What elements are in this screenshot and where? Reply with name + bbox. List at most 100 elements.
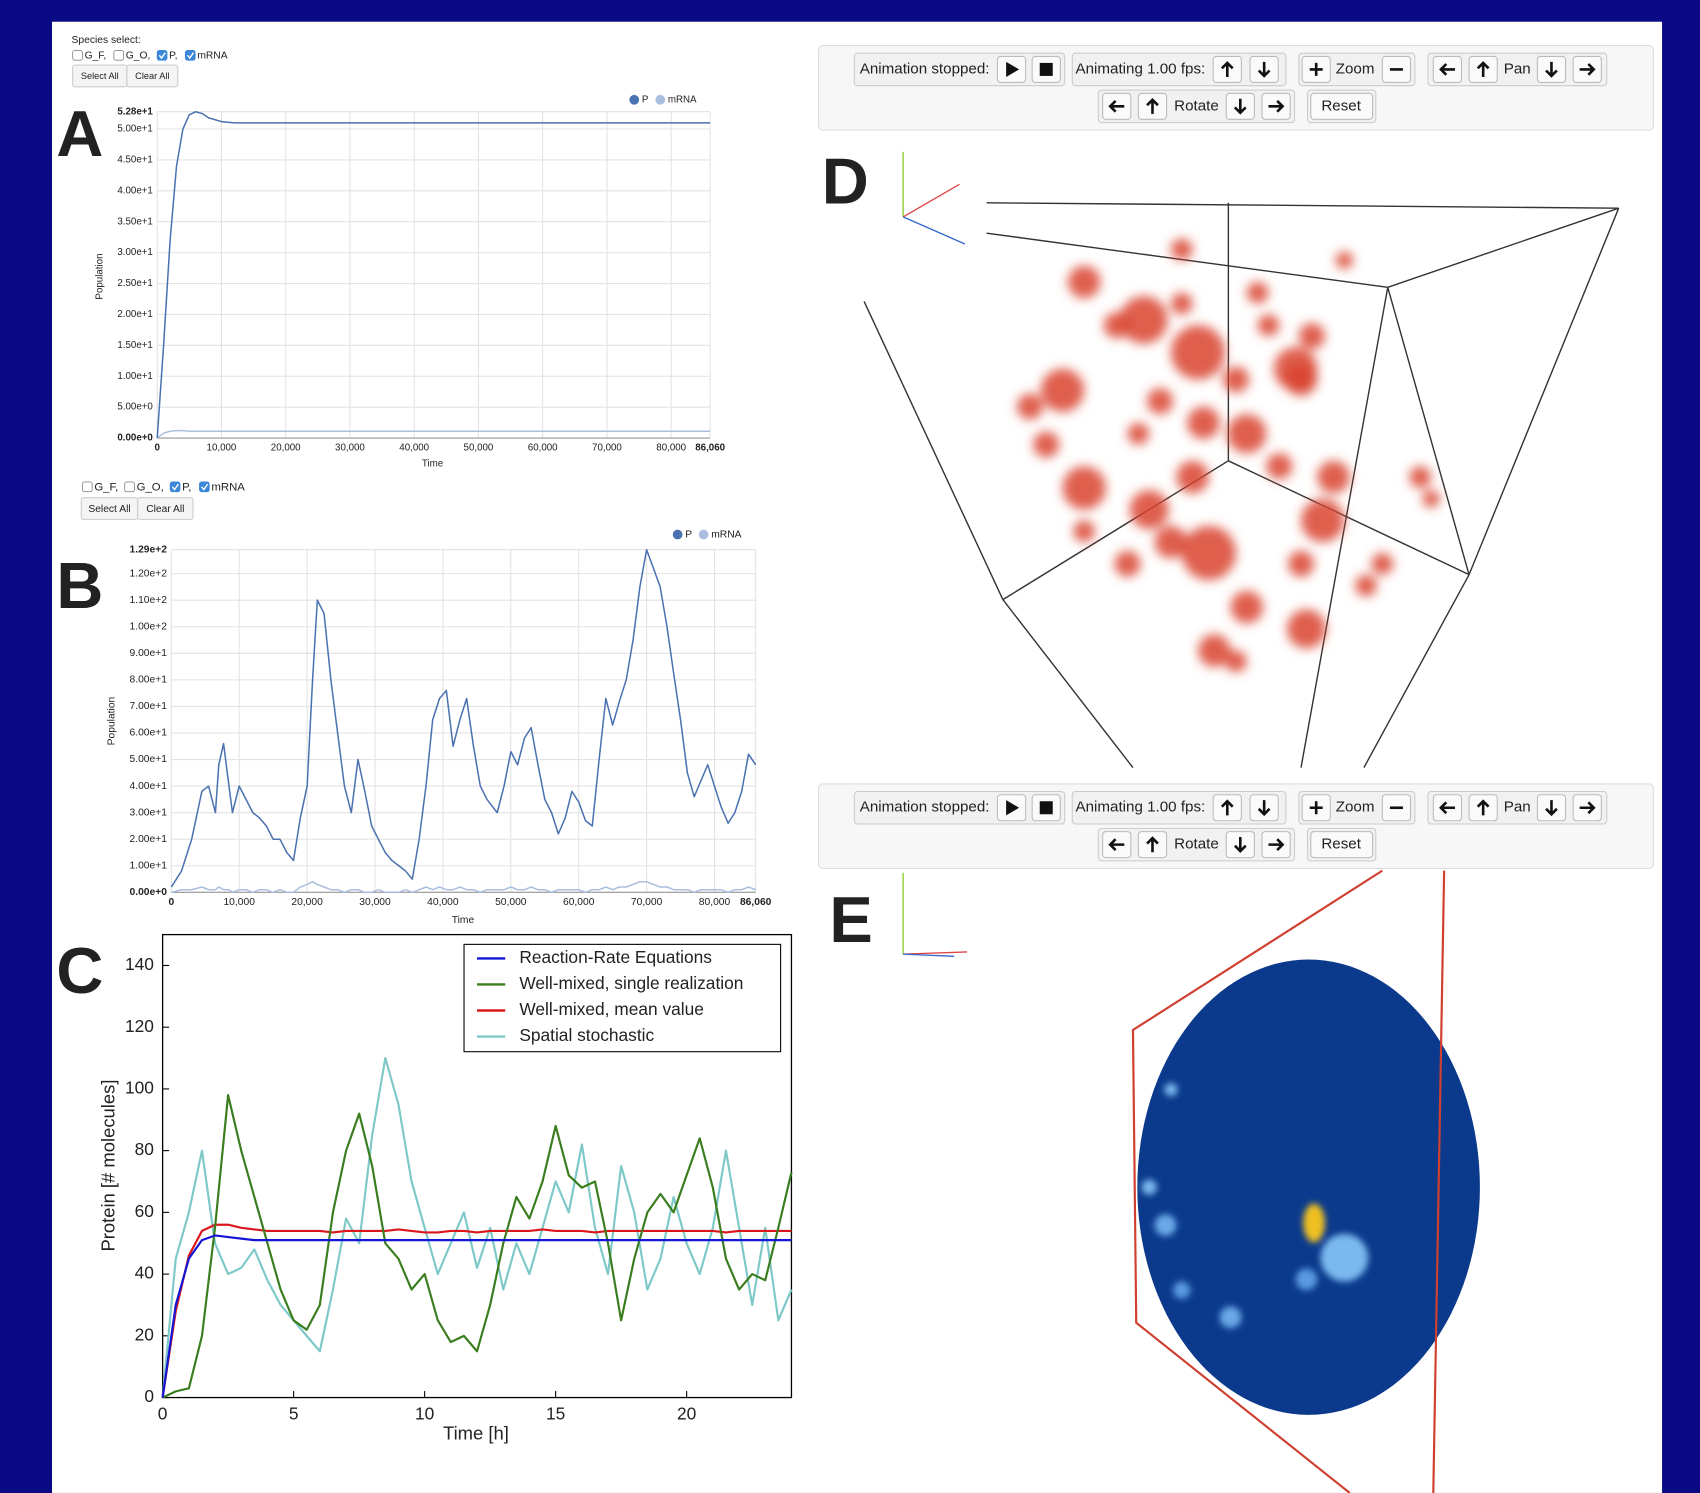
blob: [1409, 466, 1431, 488]
y-tick-label: 3.50e+1: [117, 216, 153, 227]
toolbar-text: Rotate: [1174, 97, 1219, 114]
blob: [1301, 499, 1344, 542]
x-tick-label: 50,000: [495, 897, 527, 908]
blob: [1285, 363, 1318, 396]
y-tick-label: 1.29e+2: [130, 544, 168, 555]
y-axis-label: Population: [106, 696, 117, 745]
checkbox-label: mRNA: [211, 481, 245, 493]
x-tick-label: 86,060: [695, 442, 725, 453]
y-tick-label: 0.00e+0: [117, 433, 153, 444]
panel-label: D: [822, 145, 869, 218]
checkbox[interactable]: [157, 50, 167, 60]
legend-label: P: [685, 529, 692, 540]
blob: [1225, 651, 1247, 673]
chart: 0.00e+05.00e+01.00e+11.50e+12.00e+12.50e…: [94, 94, 725, 469]
blob: [1299, 323, 1325, 349]
toolbar-text: Zoom: [1336, 60, 1375, 77]
plot-area: [171, 550, 755, 893]
y-tick-label: 0: [144, 1386, 154, 1406]
checkbox[interactable]: [73, 50, 83, 60]
toolbar-text: Animating 1.00 fps:: [1076, 799, 1206, 816]
y-tick-label: 4.00e+1: [130, 781, 168, 792]
toolbar: Animation stopped:Animating 1.00 fps:Zoo…: [819, 46, 1654, 131]
figure: ABCDESpecies select:G_F,G_O,P,mRNASelect…: [0, 0, 1700, 1493]
x-tick-label: 0: [168, 897, 174, 908]
y-tick-label: 6.00e+1: [130, 728, 168, 739]
toolbar-text: Animating 1.00 fps:: [1076, 60, 1206, 77]
panel-label: E: [829, 883, 872, 956]
legend-marker: [699, 530, 709, 540]
y-tick-label: 9.00e+1: [130, 648, 168, 659]
button-label: Clear All: [135, 71, 169, 81]
legend-marker: [655, 95, 665, 105]
checkbox-label: G_F,: [85, 51, 107, 62]
legend-label: mRNA: [711, 529, 741, 540]
x-tick-label: 60,000: [528, 442, 558, 453]
toolbar-text: Rotate: [1174, 836, 1219, 853]
y-tick-label: 5.00e+1: [117, 124, 153, 135]
blob: [1033, 432, 1059, 458]
toolbar-text: Reset: [1321, 836, 1361, 853]
y-tick-label: 1.00e+1: [130, 860, 168, 871]
x-axis-label: Time [h]: [443, 1422, 509, 1443]
blob: [1017, 394, 1043, 420]
legend-label: Well-mixed, mean value: [519, 999, 704, 1019]
x-tick-label: 80,000: [656, 442, 686, 453]
checkbox-label: P,: [169, 51, 177, 62]
blob: [1247, 282, 1269, 304]
blob: [1231, 591, 1264, 624]
blob: [1130, 490, 1169, 529]
x-tick-label: 15: [546, 1403, 565, 1423]
checkbox[interactable]: [199, 482, 209, 492]
blob: [1104, 312, 1130, 338]
checkbox[interactable]: [82, 482, 92, 492]
blob: [1155, 526, 1188, 559]
button-label: Select All: [88, 504, 130, 515]
species-title: Species select:: [72, 35, 141, 46]
checkbox[interactable]: [125, 482, 135, 492]
y-tick-label: 2.00e+1: [130, 834, 168, 845]
x-tick-label: 40,000: [399, 442, 429, 453]
blob: [1176, 461, 1209, 494]
x-tick-label: 60,000: [563, 897, 595, 908]
x-tick-label: 5: [289, 1403, 299, 1423]
blob: [1041, 369, 1084, 412]
legend-label: mRNA: [668, 94, 697, 105]
x-tick-label: 0: [158, 1403, 168, 1423]
blob: [1258, 314, 1280, 336]
chart: 0.00e+01.00e+12.00e+13.00e+14.00e+15.00e…: [106, 529, 771, 926]
y-tick-label: 40: [135, 1263, 154, 1283]
blob: [1317, 461, 1350, 494]
x-tick-label: 40,000: [427, 897, 459, 908]
y-tick-label: 3.00e+1: [130, 807, 168, 818]
icon-stop: [1040, 801, 1053, 814]
y-tick-label: 2.50e+1: [117, 278, 153, 289]
y-tick-label: 80: [135, 1139, 154, 1159]
legend-label: Spatial stochastic: [519, 1025, 654, 1045]
x-tick-label: 20,000: [271, 442, 301, 453]
button-label: Clear All: [146, 504, 184, 515]
checkbox[interactable]: [114, 50, 124, 60]
legend-marker: [673, 530, 683, 540]
legend-label: Well-mixed, single realization: [519, 973, 743, 993]
x-tick-label: 10: [415, 1403, 434, 1423]
blob: [1171, 293, 1193, 315]
checkbox-label: G_O,: [126, 51, 151, 62]
legend-marker: [629, 95, 639, 105]
y-tick-label: 5.28e+1: [117, 106, 153, 117]
y-tick-label: 7.00e+1: [130, 701, 168, 712]
blob: [1171, 239, 1193, 261]
y-tick-label: 1.00e+1: [117, 371, 153, 382]
y-tick-label: 1.00e+2: [130, 621, 168, 632]
toolbar-text: Zoom: [1336, 799, 1375, 816]
x-axis-label: Time: [452, 915, 475, 926]
toolbar-text: Pan: [1504, 799, 1531, 816]
blob: [1287, 609, 1326, 648]
y-tick-label: 0.00e+0: [130, 887, 168, 898]
checkbox[interactable]: [185, 50, 195, 60]
checkbox[interactable]: [170, 482, 180, 492]
blob: [1355, 575, 1377, 597]
blob: [1115, 551, 1141, 577]
blob: [1147, 388, 1173, 414]
blob: [1371, 553, 1393, 575]
